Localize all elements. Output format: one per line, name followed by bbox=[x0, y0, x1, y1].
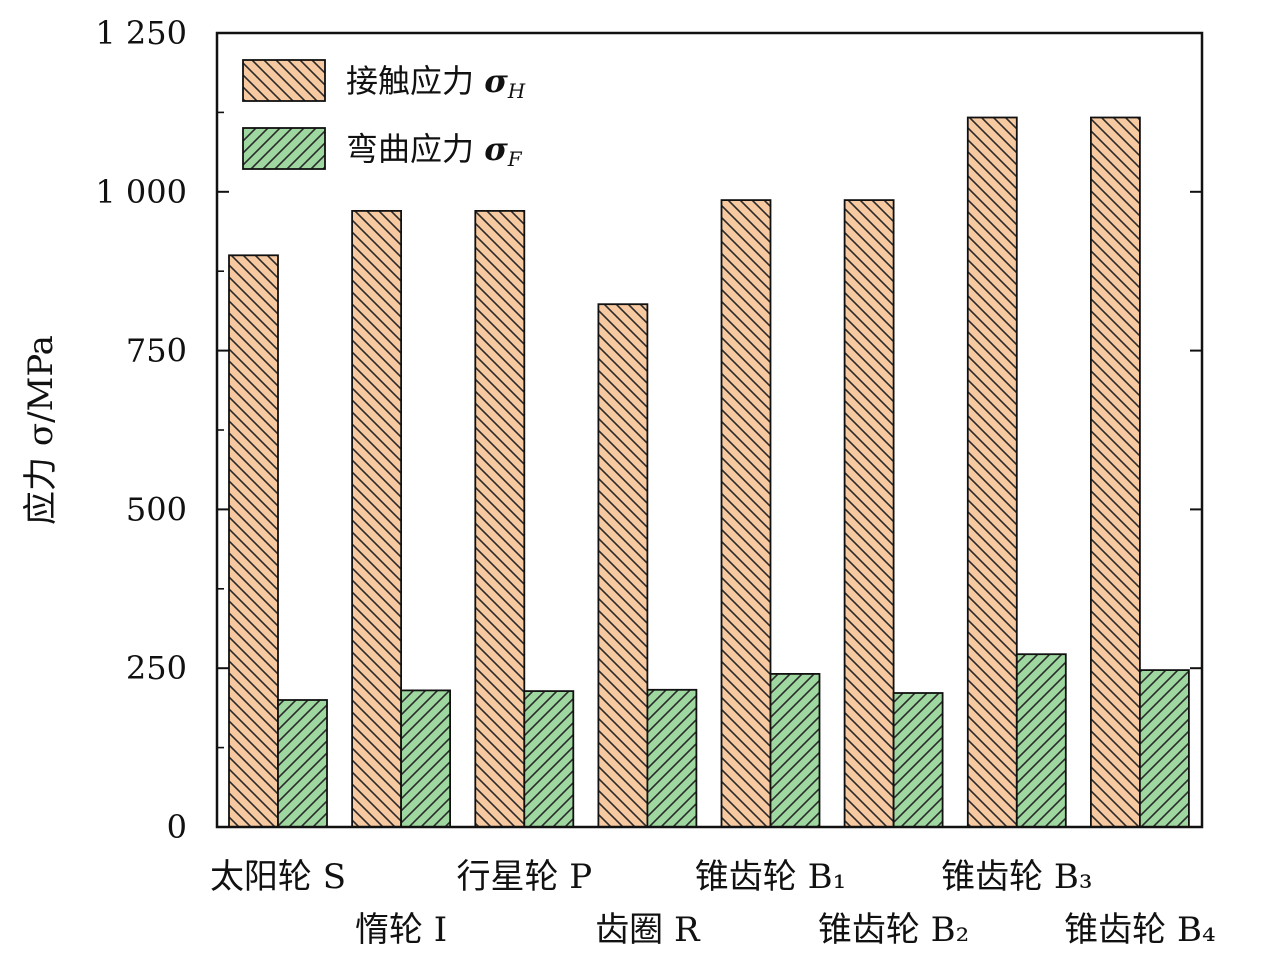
bar-bending-stress-7 bbox=[1139, 669, 1190, 828]
bar-contact-stress-5 bbox=[843, 199, 895, 828]
legend-swatch bbox=[242, 59, 326, 102]
bar-bending-stress-3 bbox=[646, 688, 698, 828]
bar-bending-stress-1 bbox=[400, 689, 452, 828]
bars-group bbox=[228, 116, 1190, 828]
bar-contact-stress-1 bbox=[351, 209, 403, 828]
y-axis-ticks: 0 250 500 750 1 000 1 250 bbox=[95, 14, 1202, 846]
x-category-label: 齿圈 R bbox=[595, 910, 701, 950]
bar-contact-stress-6 bbox=[966, 116, 1018, 828]
legend-label: 接触应力 σH bbox=[346, 62, 526, 103]
plot-frame bbox=[215, 31, 1204, 829]
bar-contact-stress-4 bbox=[720, 199, 772, 828]
x-category-label: 锥齿轮 B₄ bbox=[1064, 910, 1215, 950]
bar-contact-stress-3 bbox=[597, 303, 649, 828]
bar-contact-stress-0 bbox=[228, 254, 279, 828]
legend: 接触应力 σH 弯曲应力 σF bbox=[242, 59, 526, 171]
x-category-label: 惰轮 I bbox=[355, 910, 447, 950]
y-tick-label: 1 250 bbox=[95, 14, 187, 52]
y-tick-label: 1 000 bbox=[95, 173, 187, 211]
bar-bending-stress-5 bbox=[892, 692, 944, 828]
bar-bending-stress-0 bbox=[277, 699, 328, 828]
bar-contact-stress-7 bbox=[1090, 116, 1141, 828]
bar-bending-stress-6 bbox=[1015, 653, 1067, 828]
y-tick-label: 500 bbox=[126, 490, 187, 528]
x-category-label: 锥齿轮 B₃ bbox=[941, 857, 1092, 897]
x-category-label: 锥齿轮 B₂ bbox=[818, 910, 969, 950]
x-category-label: 锥齿轮 B₁ bbox=[695, 857, 846, 897]
y-tick-label: 750 bbox=[126, 332, 187, 370]
legend-label: 弯曲应力 σF bbox=[346, 130, 523, 171]
bar-bending-stress-2 bbox=[523, 690, 575, 828]
y-axis-label: 应力 σ/MPa bbox=[21, 335, 61, 525]
y-tick-label: 0 bbox=[167, 808, 187, 846]
legend-swatch bbox=[242, 127, 326, 170]
x-category-label: 太阳轮 S bbox=[210, 857, 346, 897]
y-tick-label: 250 bbox=[126, 649, 187, 687]
bar-bending-stress-4 bbox=[769, 673, 821, 828]
x-category-label: 行星轮 P bbox=[456, 857, 592, 897]
bar-contact-stress-2 bbox=[474, 209, 526, 828]
